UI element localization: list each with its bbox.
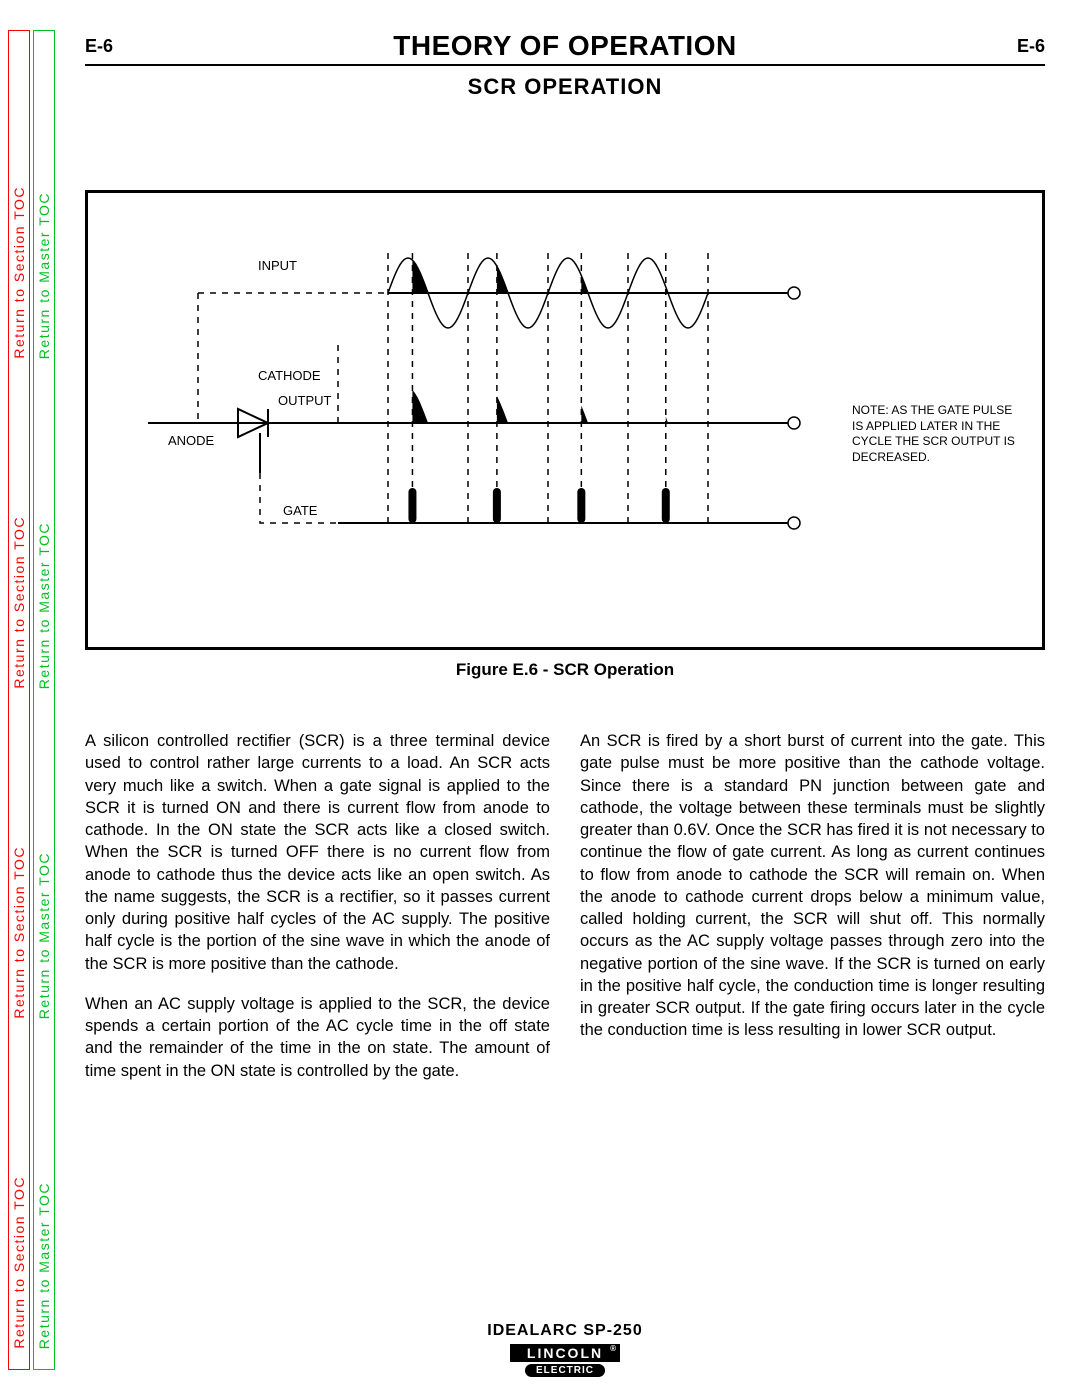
page-title: THEORY OF OPERATION xyxy=(393,30,736,62)
paragraph: When an AC supply voltage is applied to … xyxy=(85,993,550,1082)
tab-label: Return to Section TOC xyxy=(11,516,27,689)
column-left: A silicon controlled rectifier (SCR) is … xyxy=(85,730,550,1100)
tab-master-toc[interactable]: Return to Master TOC Return to Master TO… xyxy=(33,30,55,1370)
tab-label: Return to Section TOC xyxy=(11,846,27,1019)
label-cathode: CATHODE xyxy=(258,368,321,383)
label-gate: GATE xyxy=(283,503,317,518)
tab-label: Return to Master TOC xyxy=(36,1182,52,1349)
page-subtitle: SCR OPERATION xyxy=(85,74,1045,100)
figure-caption: Figure E.6 - SCR Operation xyxy=(85,660,1045,680)
model-name: IDEALARC SP-250 xyxy=(85,1322,1045,1340)
page-content: E-6 THEORY OF OPERATION E-6 SCR OPERATIO… xyxy=(85,30,1045,1100)
page-header: E-6 THEORY OF OPERATION E-6 xyxy=(85,30,1045,66)
column-right: An SCR is fired by a short burst of curr… xyxy=(580,730,1045,1100)
paragraph: An SCR is fired by a short burst of curr… xyxy=(580,730,1045,1042)
page-footer: IDEALARC SP-250 LINCOLN® ELECTRIC xyxy=(85,1322,1045,1377)
label-input: INPUT xyxy=(258,258,297,273)
paragraph: A silicon controlled rectifier (SCR) is … xyxy=(85,730,550,975)
tab-label: Return to Section TOC xyxy=(11,1176,27,1349)
tab-label: Return to Master TOC xyxy=(36,852,52,1019)
body-text: A silicon controlled rectifier (SCR) is … xyxy=(85,730,1045,1100)
tab-section-toc[interactable]: Return to Section TOC Return to Section … xyxy=(8,30,30,1370)
brand-bot: ELECTRIC xyxy=(525,1364,605,1377)
label-output: OUTPUT xyxy=(278,393,331,408)
sidebar-toc-tabs: Return to Section TOC Return to Section … xyxy=(8,30,58,1370)
tab-label: Return to Master TOC xyxy=(36,522,52,689)
figure-note: NOTE: AS THE GATE PULSE IS APPLIED LATER… xyxy=(852,403,1022,465)
label-anode: ANODE xyxy=(168,433,214,448)
page-num-right: E-6 xyxy=(1017,36,1045,57)
tab-label: Return to Master TOC xyxy=(36,192,52,359)
brand-top: LINCOLN® xyxy=(510,1344,620,1362)
brand-logo: LINCOLN® ELECTRIC xyxy=(510,1344,620,1377)
figure-scr-operation: INPUT CATHODE OUTPUT ANODE GATE NOTE: AS… xyxy=(85,190,1045,650)
tab-label: Return to Section TOC xyxy=(11,186,27,359)
page-num-left: E-6 xyxy=(85,36,113,57)
